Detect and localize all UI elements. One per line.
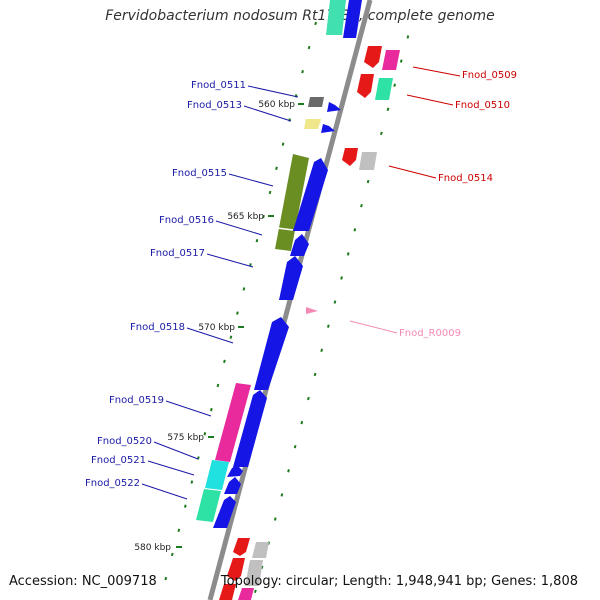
- gene-feature-bottom-gray-2[interactable]: [245, 560, 263, 586]
- position-ticks: [176, 103, 304, 548]
- gene-feature-fnod-0510-b[interactable]: [375, 78, 393, 100]
- position-label: 580 kbp: [134, 543, 171, 553]
- gene-feature-fnod-0522-blue[interactable]: [213, 496, 236, 528]
- gene-labels-left: Fnod_0511 Fnod_0513 Fnod_0515 Fnod_0516 …: [85, 80, 246, 489]
- leader-line: [406, 94, 454, 106]
- gene-label[interactable]: Fnod_0509: [462, 70, 517, 81]
- gene-feature-fnod-0509-a[interactable]: [364, 46, 382, 68]
- gene-label[interactable]: Fnod_0514: [438, 173, 493, 184]
- gene-feature-bottom-red-2[interactable]: [227, 558, 245, 581]
- gene-feature-fnod-0518-blue[interactable]: [254, 317, 289, 390]
- position-label: 575 kbp: [167, 433, 204, 443]
- gene-labels-right: Fnod_0509 Fnod_0510 Fnod_0514: [438, 70, 517, 184]
- leader-line: [147, 460, 195, 476]
- gene-feature-fnod-0520-blue[interactable]: [227, 465, 243, 477]
- leader-line: [412, 66, 461, 77]
- leader-line: [349, 320, 398, 334]
- rna-feature-fnod-r0009[interactable]: [306, 307, 318, 314]
- gene-feature-fnod-0514-a[interactable]: [342, 148, 358, 166]
- gene-label[interactable]: Fnod_0516: [159, 215, 214, 226]
- gene-feature-fnod-0514-b[interactable]: [359, 152, 377, 170]
- accession-label: Accession: NC_009718: [9, 574, 157, 589]
- gene-feature-fnod-0521-blue[interactable]: [224, 477, 241, 494]
- leader-line: [247, 85, 299, 98]
- leader-line: [206, 253, 254, 268]
- topology-label: Topology: circular; Length: 1,948,941 bp…: [220, 574, 578, 589]
- gene-feature-fnod-0513-a[interactable]: [304, 119, 321, 129]
- gene-feature-fnod-0519-blue[interactable]: [233, 390, 267, 467]
- gene-feature-fnod-0520-aqua[interactable]: [205, 460, 229, 490]
- leader-line: [243, 105, 292, 122]
- gene-feature-fnod-0509-b[interactable]: [382, 50, 400, 70]
- leader-line: [141, 483, 188, 500]
- gene-label[interactable]: Fnod_0520: [97, 436, 152, 447]
- gene-feature-fnod-0519-pink[interactable]: [215, 383, 251, 462]
- position-markers: 560 kbp 565 kbp 570 kbp 575 kbp 580 kbp: [134, 100, 295, 553]
- gene-feature-top-blue[interactable]: [343, 0, 362, 38]
- leader-line: [153, 441, 199, 460]
- gene-feature-fnod-0511-b[interactable]: [327, 102, 341, 112]
- gene-feature-bottom-pink[interactable]: [238, 588, 254, 600]
- gene-label[interactable]: Fnod_0515: [172, 168, 227, 179]
- leader-line: [228, 173, 274, 187]
- gene-feature-bottom-red-3[interactable]: [219, 584, 236, 600]
- gene-label[interactable]: Fnod_0513: [187, 100, 242, 111]
- gene-label[interactable]: Fnod_0518: [130, 322, 185, 333]
- position-label: 560 kbp: [258, 100, 295, 110]
- rna-label[interactable]: Fnod_R0009: [399, 328, 461, 339]
- gene-feature-fnod-0515-516[interactable]: [275, 154, 309, 251]
- gene-feature-fnod-0510-a[interactable]: [357, 74, 374, 98]
- leader-lines-left: [141, 85, 299, 500]
- leader-line: [215, 220, 263, 236]
- gene-label[interactable]: Fnod_0510: [455, 100, 510, 111]
- gene-feature-fnod-0516-blue[interactable]: [290, 234, 309, 256]
- gene-label[interactable]: Fnod_0511: [191, 80, 246, 91]
- gene-feature-bottom-gray-1[interactable]: [252, 542, 269, 558]
- position-label: 570 kbp: [198, 323, 235, 333]
- leader-line: [186, 327, 234, 344]
- position-label: 565 kbp: [227, 212, 264, 222]
- gene-label[interactable]: Fnod_0517: [150, 248, 205, 259]
- gene-feature-fnod-0513-b[interactable]: [321, 124, 335, 133]
- gene-feature-fnod-0517-blue[interactable]: [279, 256, 303, 300]
- leader-line: [165, 400, 212, 417]
- gene-feature-fnod-0515-divider: [276, 227, 294, 231]
- gene-feature-bottom-red-1[interactable]: [233, 538, 250, 556]
- leader-line: [388, 165, 437, 179]
- gene-label[interactable]: Fnod_0521: [91, 455, 146, 466]
- map-title: Fervidobacterium nodosum Rt17-B1, comple…: [105, 8, 495, 24]
- leader-lines-right: [388, 66, 461, 179]
- gene-feature-fnod-0511-a[interactable]: [308, 97, 324, 107]
- gene-feature-fnod-0515-blue[interactable]: [293, 158, 328, 231]
- gene-label[interactable]: Fnod_0519: [109, 395, 164, 406]
- gene-label[interactable]: Fnod_0522: [85, 478, 140, 489]
- gene-feature-fnod-0522-green[interactable]: [196, 489, 221, 522]
- gene-feature-top-aqua[interactable]: [326, 0, 346, 35]
